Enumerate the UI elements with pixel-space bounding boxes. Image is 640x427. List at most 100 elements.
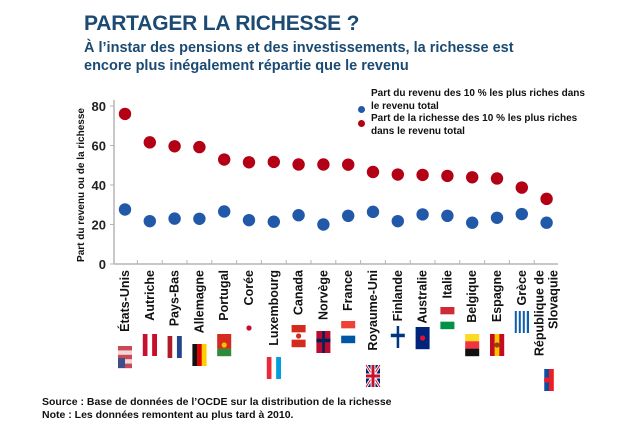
x-tick-label: États-Unis — [117, 270, 132, 332]
flag-stripe — [172, 336, 178, 358]
income-share-point — [515, 207, 528, 221]
flag-stripe — [341, 328, 356, 336]
wealth-share-point — [540, 192, 553, 206]
flag-stripe — [142, 334, 148, 356]
wealth-share-point — [267, 155, 280, 169]
flag-stripe — [526, 311, 529, 333]
flag-stripe — [276, 357, 281, 379]
data-note: Note : Les données remontent au plus tar… — [42, 408, 294, 421]
income-share-point — [540, 216, 553, 229]
flag-stripe — [520, 311, 523, 333]
flag-cross — [396, 326, 400, 348]
flag-stripe — [266, 357, 272, 379]
flag-cross — [371, 365, 375, 387]
income-share-point — [391, 214, 404, 228]
wealth-share-point — [292, 158, 305, 171]
x-tick-label: Corée — [242, 270, 256, 305]
source-note: Source : Base de données de l’OCDE sur l… — [42, 396, 392, 408]
x-tick-label: Autriche — [143, 270, 157, 321]
flag-emblem — [420, 335, 426, 341]
flag-stripe — [465, 348, 480, 357]
income-share-point — [366, 205, 380, 219]
y-tick-label: 40 — [92, 178, 106, 193]
austria-flag — [142, 334, 157, 356]
flag-stripe — [548, 369, 554, 391]
canada-flag — [291, 325, 306, 348]
wealth-share-point — [515, 181, 528, 194]
y-tick-label: 20 — [92, 218, 106, 233]
italy-flag — [440, 307, 455, 330]
flag-emblem — [246, 325, 252, 331]
flag-stripe — [118, 350, 132, 355]
wealth-share-point — [490, 172, 504, 185]
legend-marker-income — [358, 106, 365, 113]
chart-title: PARTAGER LA RICHESSE ? — [84, 12, 360, 35]
flag-stripe — [539, 369, 545, 391]
legend-item-income: Part du revenu des 10 % les plus riches … — [355, 88, 595, 113]
x-tick-label: Portugal — [217, 270, 231, 321]
income-share-point — [242, 213, 256, 227]
legend-marker-wealth — [358, 120, 365, 127]
income-share-point — [292, 209, 305, 222]
income-share-point — [441, 209, 454, 223]
flag-stripe — [518, 311, 521, 333]
chart-subtitle: À l’instar des pensions et des investiss… — [84, 40, 514, 74]
flag-stripe — [440, 314, 455, 322]
finland-flag — [390, 326, 405, 348]
flag-stripe — [465, 334, 480, 342]
flag-stripe — [524, 311, 527, 333]
us-flag — [118, 346, 132, 369]
wealth-share-point — [391, 168, 404, 181]
income-share-point — [317, 218, 330, 231]
flag-stripe — [271, 357, 277, 379]
flag-stripe — [440, 321, 455, 330]
income-share-point — [466, 216, 479, 229]
france-flag — [341, 321, 356, 344]
x-tick-label: Luxembourg — [267, 270, 281, 346]
x-tick-label: Belgique — [465, 270, 479, 323]
flag-stripe — [197, 344, 202, 366]
flag-stripe — [465, 341, 480, 349]
flag-stripe — [118, 354, 132, 360]
germany-flag — [192, 344, 207, 366]
legend-item-wealth: Part de la richesse des 10 % les plus ri… — [355, 113, 595, 138]
flag-stripe — [201, 344, 207, 366]
y-tick-label: 80 — [92, 99, 106, 114]
flag-stripe — [167, 336, 173, 358]
y-tick-label: 0 — [99, 257, 106, 272]
wealth-share-point — [441, 169, 454, 183]
wealth-share-point — [366, 165, 380, 179]
wealth-share-point — [466, 171, 479, 184]
wealth-share-point — [193, 140, 206, 154]
norway-flag — [316, 331, 331, 353]
x-tick-label: Finlande — [391, 270, 405, 321]
portugal-flag — [217, 334, 232, 357]
income-share-point — [168, 212, 181, 225]
greece-flag — [514, 311, 529, 333]
x-tick-label: Royaume-Uni — [366, 270, 380, 351]
income-share-point — [218, 205, 231, 218]
flag-stripe — [341, 321, 356, 329]
flag-emblem — [296, 333, 302, 339]
flag-stripe — [118, 346, 132, 351]
income-share-point — [267, 215, 280, 228]
x-tick-label: Canada — [292, 269, 306, 315]
wealth-share-point — [242, 156, 256, 169]
income-share-point — [490, 211, 504, 224]
income-share-point — [193, 212, 206, 225]
flag-stripe — [341, 335, 356, 344]
footer: Source : Base de données de l’OCDE sur l… — [42, 396, 392, 421]
x-tick-label: Italie — [440, 270, 454, 299]
uk-flag — [364, 364, 382, 388]
x-tick-label: France — [341, 270, 355, 311]
x-tick-label: République de — [533, 270, 547, 356]
luxembourg-flag — [266, 357, 281, 379]
flag-stripe — [516, 311, 519, 333]
flag-stripe — [514, 311, 517, 333]
korea-flag — [242, 317, 256, 340]
flag-stripe — [217, 348, 232, 357]
wealth-share-point — [118, 107, 132, 121]
slovakia-flag — [539, 369, 554, 391]
spain-flag — [490, 334, 505, 356]
